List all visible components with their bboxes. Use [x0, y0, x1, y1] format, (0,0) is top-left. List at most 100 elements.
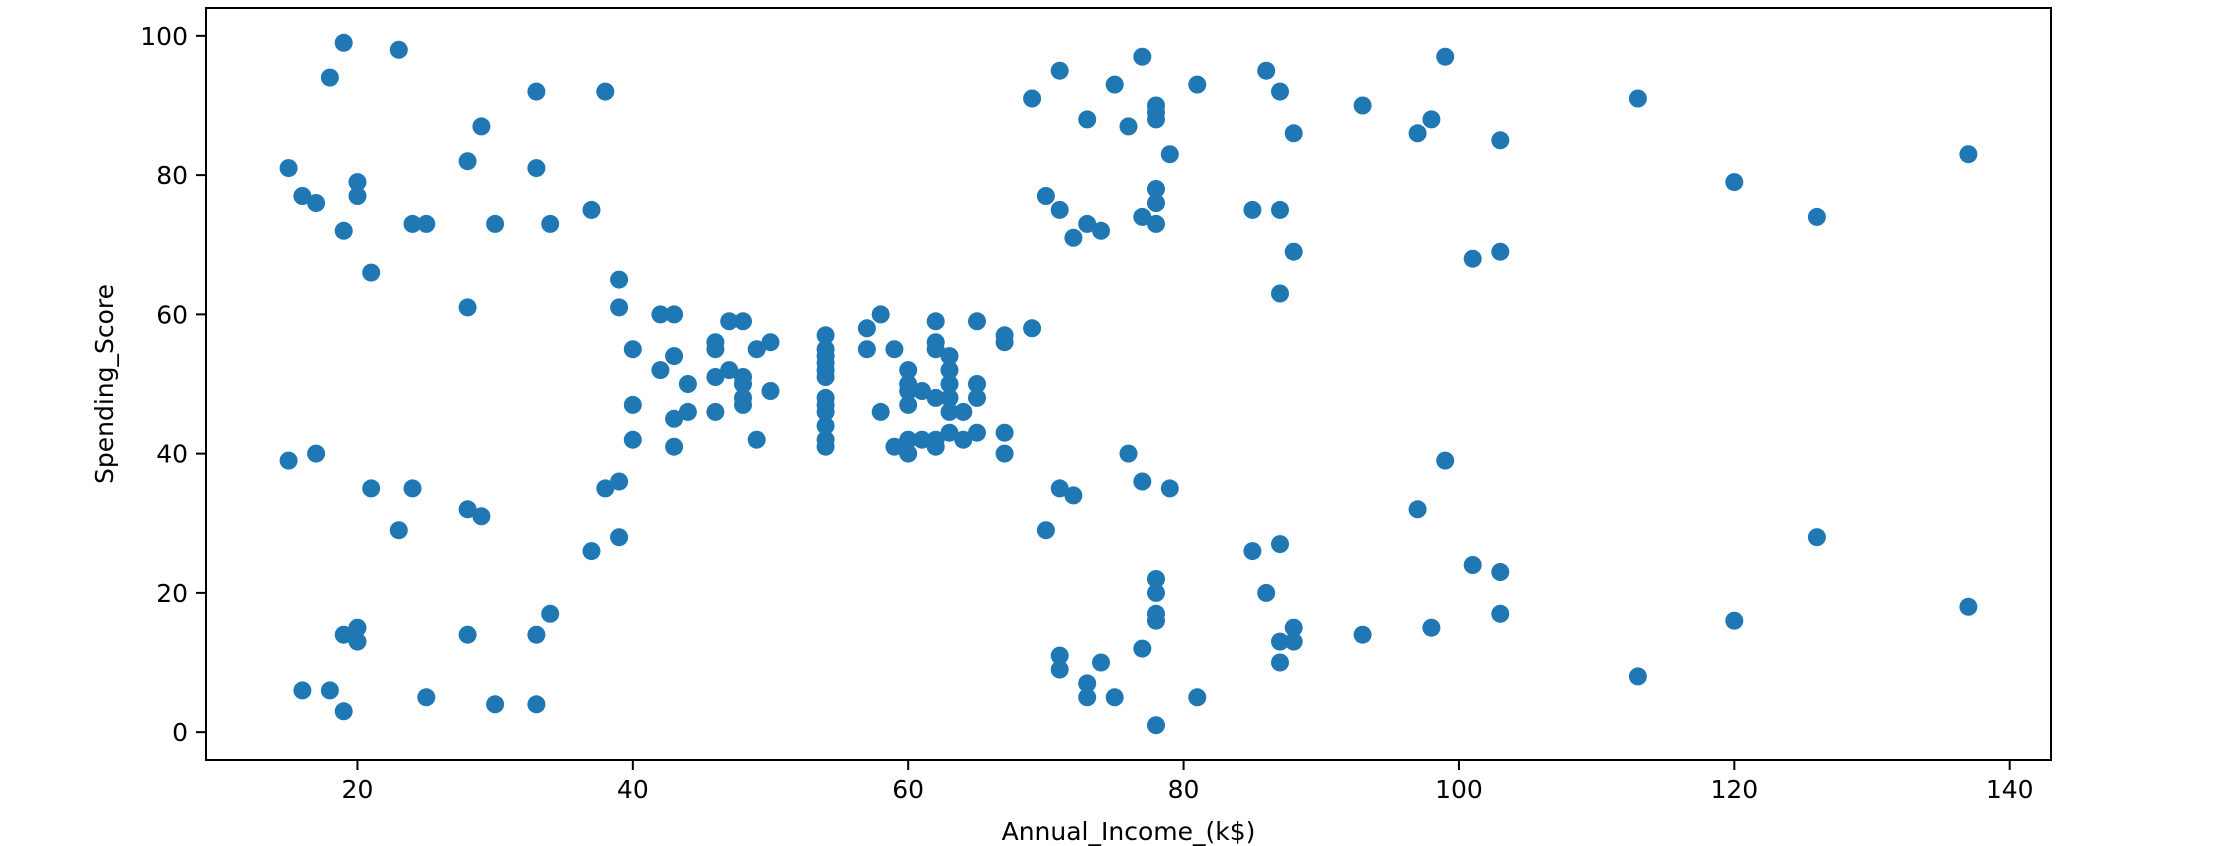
data-point — [720, 312, 739, 331]
data-point — [1078, 214, 1097, 233]
data-point — [362, 479, 381, 498]
data-point — [348, 632, 367, 651]
data-point — [678, 375, 697, 393]
data-point — [720, 361, 739, 380]
data-point — [857, 319, 876, 338]
x-axis-ticks: 20 40 60 80 100 120 140 — [342, 760, 2034, 804]
data-point — [307, 194, 326, 212]
data-point — [665, 305, 684, 324]
data-point — [885, 340, 904, 359]
data-point — [1188, 75, 1207, 94]
data-point — [458, 152, 477, 171]
data-point — [734, 395, 752, 414]
data-point — [926, 388, 945, 407]
data-point — [1133, 639, 1152, 658]
data-point — [334, 221, 353, 240]
data-points — [279, 33, 1978, 735]
data-point — [926, 437, 945, 456]
data-point — [1284, 632, 1303, 651]
data-point — [968, 423, 986, 442]
x-tick-label: 120 — [1710, 775, 1758, 804]
data-point — [334, 702, 353, 721]
data-point — [940, 402, 959, 421]
data-point — [1078, 688, 1097, 707]
data-point — [1491, 604, 1510, 623]
data-point — [1353, 625, 1372, 644]
data-point — [527, 159, 546, 178]
data-point — [995, 444, 1014, 463]
data-point — [665, 347, 684, 366]
data-point — [995, 333, 1014, 352]
data-point — [1147, 194, 1165, 212]
data-point — [1422, 110, 1441, 129]
data-point — [541, 214, 560, 233]
data-point — [527, 625, 546, 644]
data-point — [1092, 221, 1110, 240]
data-point — [1050, 660, 1069, 679]
data-point — [899, 382, 918, 400]
data-point — [293, 187, 312, 205]
data-point — [1160, 145, 1179, 164]
data-point — [954, 402, 973, 421]
x-tick-label: 140 — [1986, 775, 2034, 804]
data-point — [1408, 124, 1427, 143]
data-point — [279, 451, 298, 470]
data-point — [1436, 47, 1455, 66]
y-axis-label: Spending_Score — [90, 284, 119, 484]
data-point — [1050, 61, 1069, 80]
data-point — [816, 326, 835, 345]
data-point — [279, 159, 298, 178]
data-point — [1023, 319, 1042, 338]
data-point — [486, 695, 505, 714]
data-point — [940, 388, 959, 407]
data-point — [596, 82, 615, 101]
data-point — [1092, 653, 1110, 672]
data-point — [1036, 187, 1055, 205]
data-point — [940, 423, 959, 442]
data-point — [885, 437, 904, 456]
data-point — [1408, 500, 1427, 519]
data-point — [1133, 472, 1152, 491]
data-point — [1271, 82, 1289, 101]
data-point — [665, 437, 684, 456]
x-tick-label: 100 — [1435, 775, 1483, 804]
data-point — [334, 33, 353, 52]
data-point — [1105, 75, 1124, 94]
x-tick-label: 20 — [342, 775, 374, 804]
data-point — [1188, 688, 1207, 707]
y-tick-label: 60 — [156, 300, 188, 329]
data-point — [1271, 200, 1289, 219]
data-point — [1243, 200, 1262, 219]
data-point — [1959, 145, 1978, 164]
data-point — [706, 340, 725, 359]
data-point — [1133, 207, 1152, 226]
data-point — [940, 347, 959, 366]
data-point — [995, 423, 1014, 442]
data-point — [1147, 180, 1165, 198]
data-point — [1628, 667, 1647, 686]
data-point — [389, 40, 408, 59]
data-point — [816, 437, 835, 456]
x-axis-label: Annual_Income_(k$) — [1002, 817, 1256, 846]
data-point — [1959, 597, 1978, 616]
x-tick-label: 60 — [892, 775, 924, 804]
data-point — [1257, 61, 1276, 80]
y-tick-label: 80 — [156, 161, 188, 190]
data-point — [968, 312, 986, 331]
data-point — [1147, 214, 1165, 233]
data-point — [320, 68, 339, 87]
data-point — [1243, 542, 1262, 561]
data-point — [334, 625, 353, 644]
plot-frame — [205, 7, 2052, 761]
data-point — [610, 270, 629, 289]
data-point — [1050, 646, 1069, 665]
data-point — [486, 214, 505, 233]
data-point — [541, 604, 560, 623]
data-point — [596, 479, 615, 498]
data-point — [472, 507, 491, 526]
data-point — [706, 368, 725, 386]
data-point — [623, 340, 642, 359]
data-point — [1463, 249, 1482, 268]
data-point — [1422, 618, 1441, 637]
